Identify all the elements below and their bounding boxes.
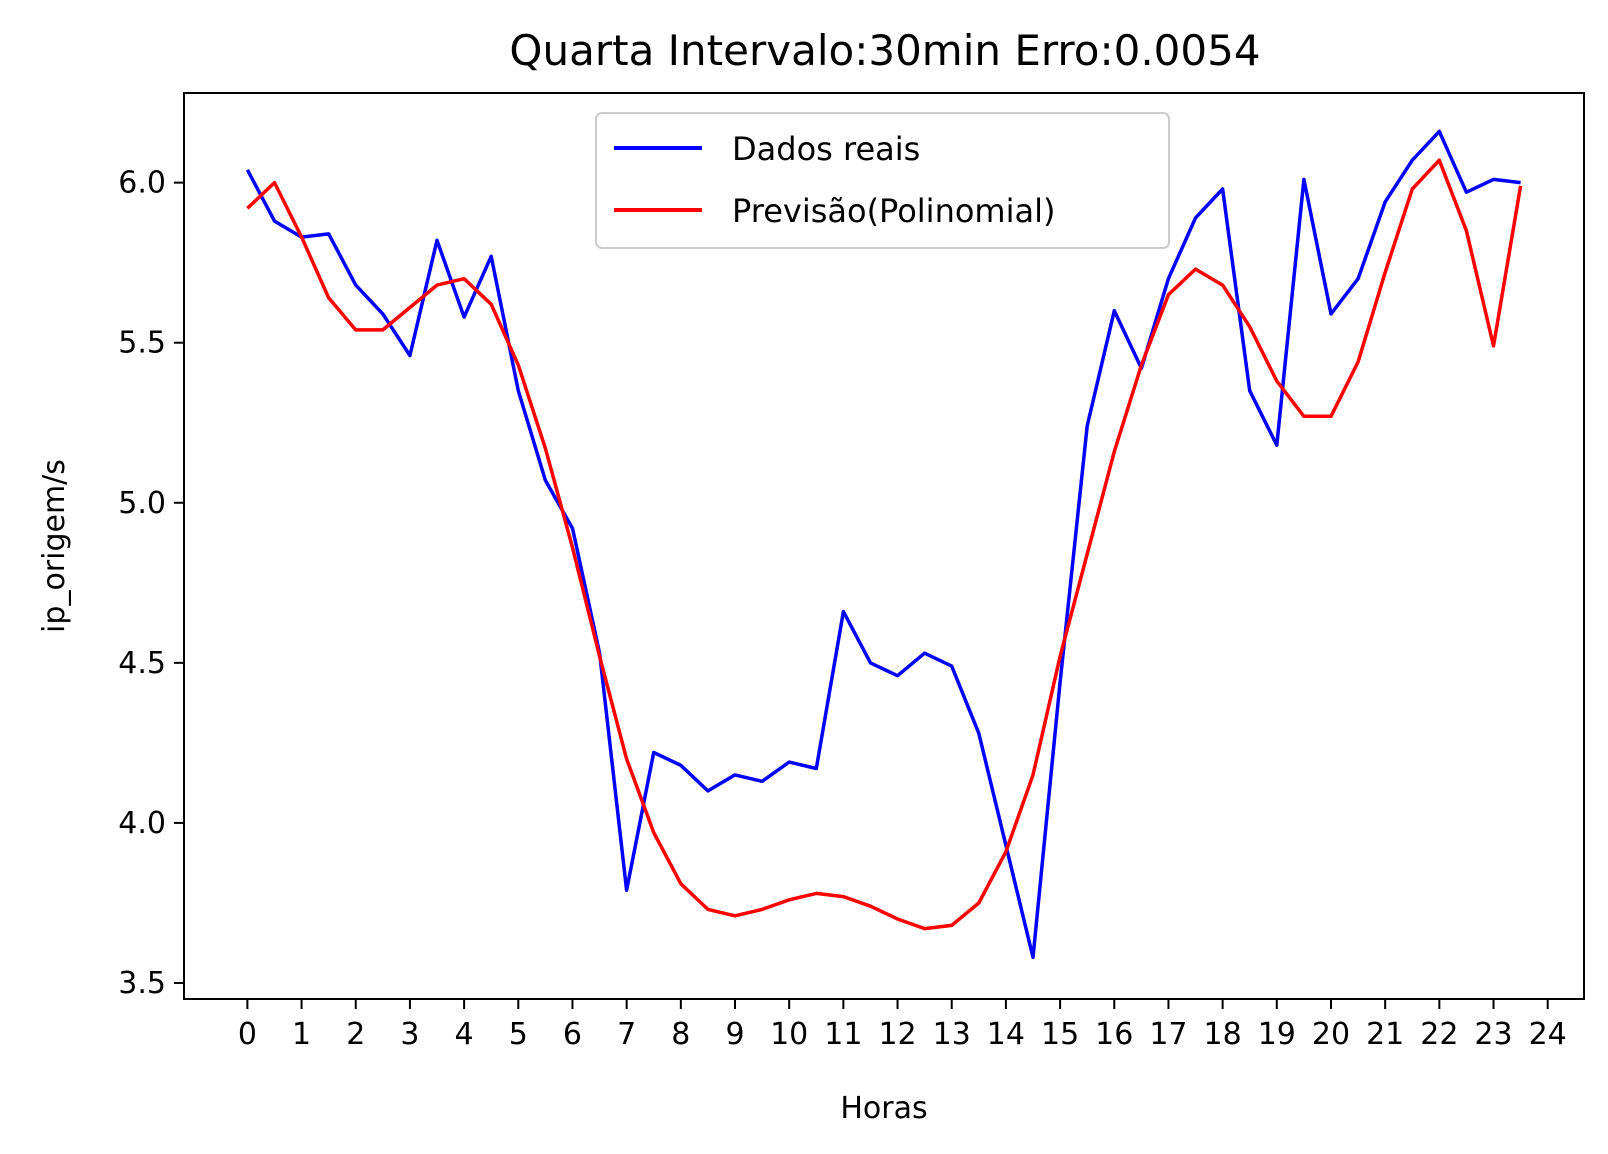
- x-tick-label: 2: [346, 1017, 365, 1052]
- x-tick-label: 7: [617, 1017, 636, 1052]
- y-axis-label: ip_origem/s: [37, 459, 72, 633]
- plot-frame: [183, 92, 1585, 1000]
- x-tick-label: 13: [933, 1017, 971, 1052]
- x-tick-label: 1: [292, 1017, 311, 1052]
- x-tick-label: 23: [1474, 1017, 1512, 1052]
- x-tick-label: 17: [1149, 1017, 1187, 1052]
- x-tick-label: 12: [878, 1017, 916, 1052]
- y-tick-label: 4.5: [118, 646, 166, 681]
- x-tick-label: 20: [1312, 1017, 1350, 1052]
- y-tick-label: 5.5: [118, 326, 166, 361]
- chart-title: Quarta Intervalo:30min Erro:0.0054: [509, 26, 1260, 75]
- x-tick-label: 4: [455, 1017, 474, 1052]
- x-tick-label: 14: [987, 1017, 1025, 1052]
- x-tick-label: 22: [1420, 1017, 1458, 1052]
- y-tick-label: 4.0: [118, 806, 166, 841]
- x-tick-label: 15: [1041, 1017, 1079, 1052]
- x-tick-label: 21: [1366, 1017, 1404, 1052]
- x-tick-label: 18: [1204, 1017, 1242, 1052]
- x-tick-label: 10: [770, 1017, 808, 1052]
- x-tick-label: 9: [725, 1017, 744, 1052]
- x-tick-label: 0: [238, 1017, 257, 1052]
- x-tick-label: 8: [671, 1017, 690, 1052]
- legend-label-previsao: Previsão(Polinomial): [732, 192, 1055, 230]
- legend-label-dados-reais: Dados reais: [732, 130, 920, 168]
- series-layer: [245, 129, 1523, 960]
- y-axis: 3.5 4.0 4.5 5.0 5.5 6.0: [118, 166, 184, 1001]
- x-tick-label: 11: [824, 1017, 862, 1052]
- x-axis: 0 1 2 3 4 5 6 7 8 9 10 11 12 13 14 15 16 17 18 19 20 21 22 23 24: [238, 999, 1567, 1052]
- y-tick-label: 6.0: [118, 166, 166, 201]
- y-tick-label: 5.0: [118, 486, 166, 521]
- x-tick-label: 16: [1095, 1017, 1133, 1052]
- legend: Dados reais Previsão(Polinomial): [595, 112, 1170, 249]
- x-tick-label: 24: [1529, 1017, 1567, 1052]
- x-tick-label: 6: [563, 1017, 582, 1052]
- y-tick-label: 3.5: [118, 966, 166, 1001]
- x-tick-label: 19: [1258, 1017, 1296, 1052]
- series-line-0: [245, 129, 1521, 960]
- series-line-1: [246, 158, 1523, 931]
- legend-box: [595, 112, 1170, 249]
- x-axis-label: Horas: [840, 1091, 927, 1126]
- x-tick-label: 5: [509, 1017, 528, 1052]
- x-tick-label: 3: [400, 1017, 419, 1052]
